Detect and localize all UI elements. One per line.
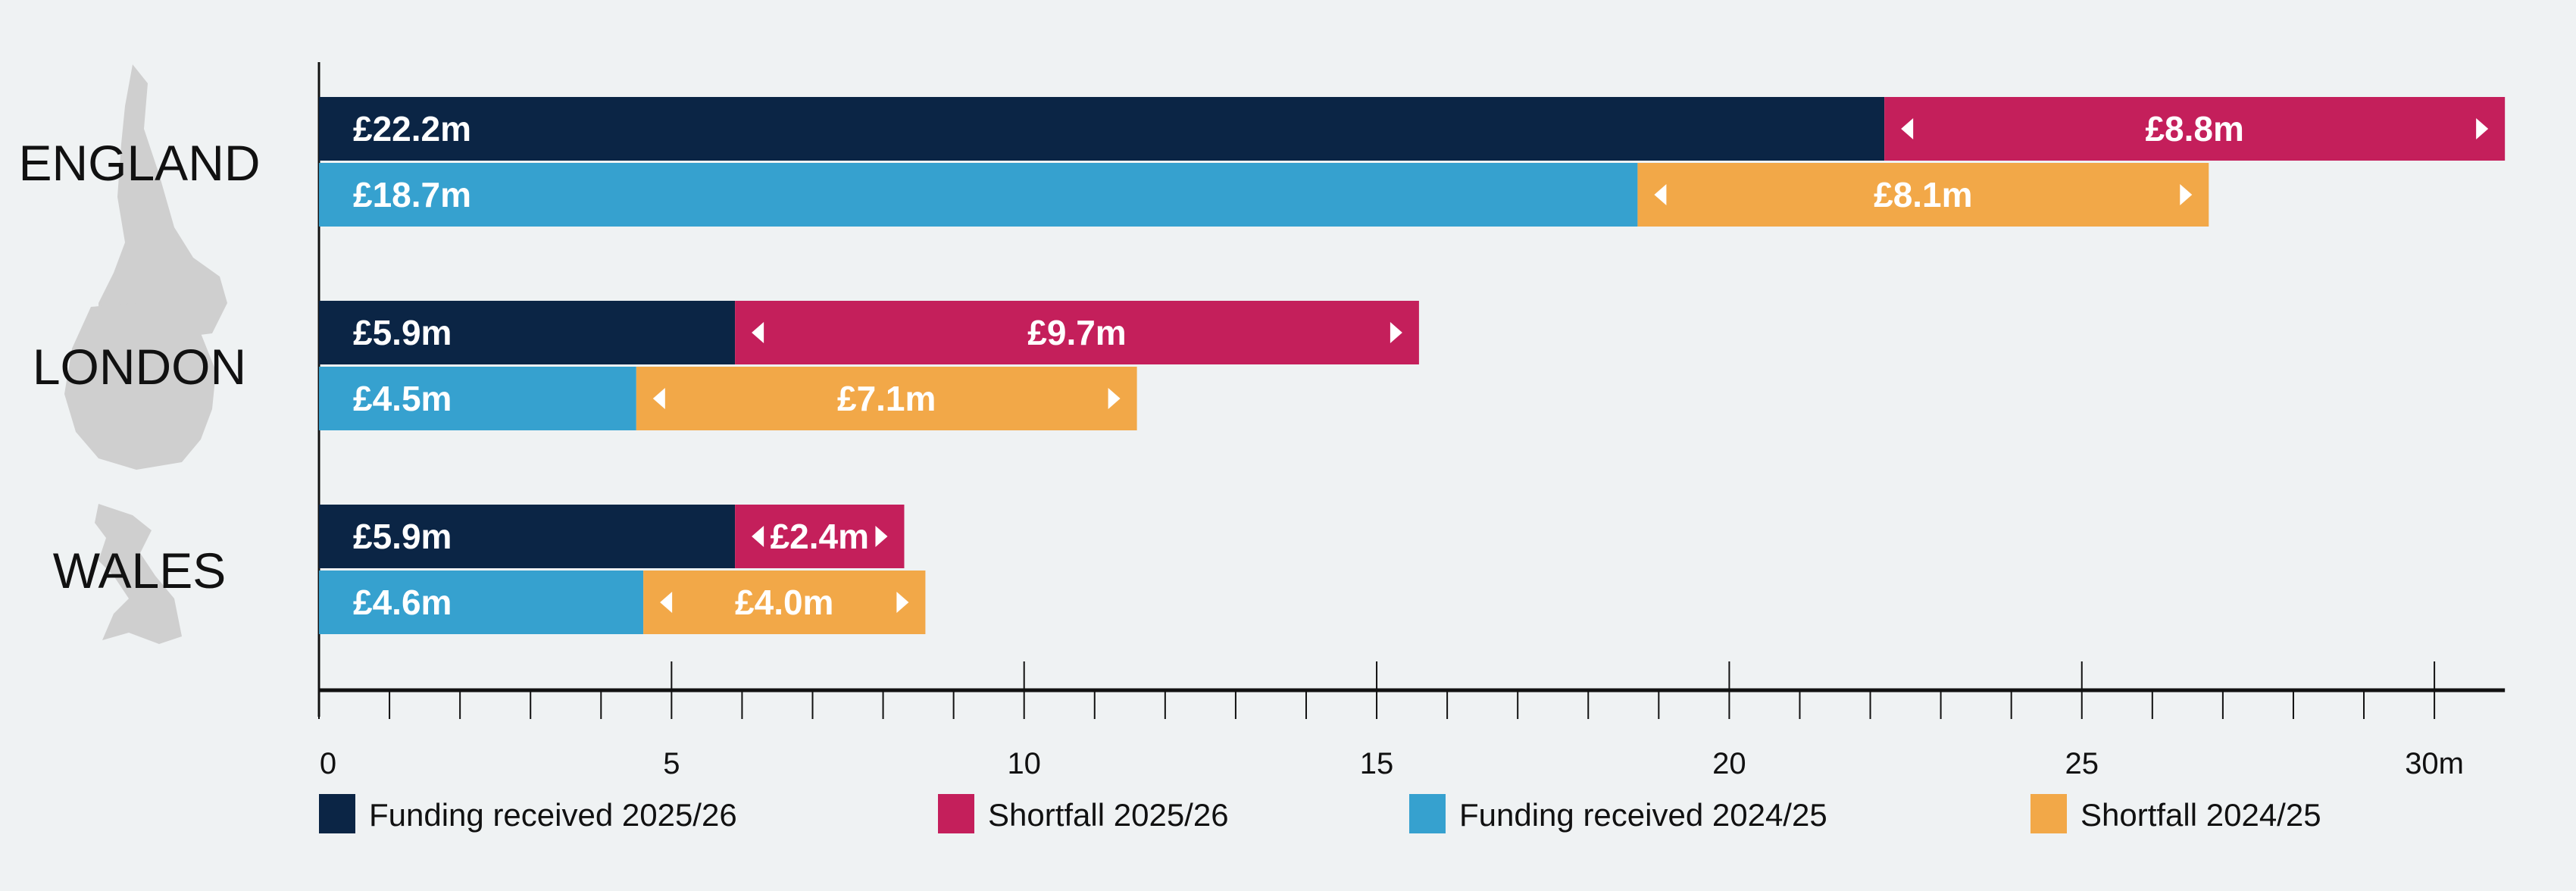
x-tick-label: 30m [2405, 747, 2464, 780]
bar-value-label: £4.5m [353, 379, 452, 418]
wales-map-icon [95, 504, 182, 644]
region-label: WALES [53, 542, 227, 599]
bar-segment [319, 571, 644, 634]
bar-value-label: £5.9m [353, 313, 452, 352]
bar-segment [319, 163, 1638, 227]
arrow-left-icon [1654, 184, 1667, 205]
legend-label: Shortfall 2024/25 [2080, 797, 2321, 833]
region-label: ENGLAND [18, 135, 260, 191]
x-tick-label: 10 [1007, 747, 1041, 780]
bar-value-label: £8.8m [2145, 109, 2243, 148]
arrow-right-icon [2180, 184, 2193, 205]
x-tick-label: 15 [1360, 747, 1394, 780]
legend-swatch [319, 794, 355, 833]
arrow-left-icon [752, 322, 764, 343]
bar-segment [735, 301, 1419, 364]
bar-segment [319, 301, 736, 364]
arrow-right-icon [2476, 118, 2489, 139]
legend-swatch [938, 794, 974, 833]
arrow-left-icon [652, 388, 665, 409]
arrow-right-icon [1390, 322, 1402, 343]
bar-value-label: £4.6m [353, 583, 452, 622]
legend-swatch [1409, 794, 1446, 833]
x-tick-label: 0 [320, 747, 336, 780]
legend-label: Funding received 2024/25 [1459, 797, 1827, 833]
x-tick-label: 20 [1712, 747, 1746, 780]
legend-swatch [2030, 794, 2067, 833]
arrow-left-icon [660, 592, 673, 613]
region-label: LONDON [33, 339, 246, 395]
bar-segment [319, 97, 1885, 161]
bar-value-label: £18.7m [353, 175, 471, 214]
bar-segment [1637, 163, 2209, 227]
x-tick-label: 5 [663, 747, 680, 780]
arrow-right-icon [875, 526, 888, 547]
bar-segment [636, 367, 1137, 430]
england-map-icon [72, 64, 227, 375]
bar-segment [643, 571, 926, 634]
legend-label: Shortfall 2025/26 [988, 797, 1229, 833]
bar-segment [1884, 97, 2506, 161]
bar-segment [319, 505, 736, 568]
bar-value-label: £5.9m [353, 517, 452, 556]
x-tick-label: 25 [2065, 747, 2099, 780]
arrow-left-icon [1901, 118, 1914, 139]
bar-value-label: £2.4m [771, 517, 869, 556]
bar-value-label: £9.7m [1027, 313, 1126, 352]
arrow-right-icon [1108, 388, 1121, 409]
bar-value-label: £4.0m [735, 583, 833, 622]
london-map-icon [64, 303, 216, 470]
bar-value-label: £22.2m [353, 109, 471, 148]
arrow-left-icon [752, 526, 764, 547]
bar-value-label: £8.1m [1874, 175, 1972, 214]
legend-label: Funding received 2025/26 [369, 797, 737, 833]
bar-value-label: £7.1m [837, 379, 936, 418]
bar-segment [319, 367, 636, 430]
arrow-right-icon [896, 592, 909, 613]
